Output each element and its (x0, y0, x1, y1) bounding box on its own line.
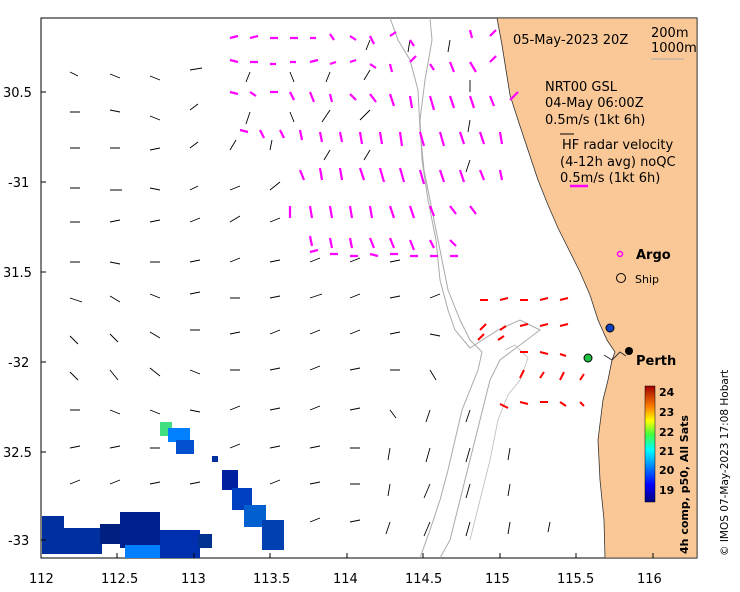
colorbar-tick: 20 (659, 464, 675, 477)
ship-label: Ship (635, 273, 659, 286)
hf-legend-line1: HF radar velocity (562, 138, 674, 153)
red-radar-arrows (477, 297, 585, 409)
bathymetry-1000m (419, 18, 541, 558)
colorbar-tick: 22 (659, 426, 674, 439)
hf-legend-line2: (4-12h avg) noQC (560, 155, 676, 170)
nrt-legend-line2: 04-May 06:00Z (545, 96, 644, 111)
colorbar-tick: 23 (659, 406, 674, 419)
x-tick-label: 115 (485, 572, 510, 587)
y-tick-label: -33 (8, 534, 29, 549)
y-tick-label: -32 (8, 356, 29, 371)
x-tick-label: 114 (333, 572, 358, 587)
x-tick-label: 115.5 (557, 572, 594, 587)
map-date: 05-May-2023 20Z (513, 33, 628, 48)
ship-legend-icon (616, 273, 626, 283)
scale-200m: 200m (651, 26, 688, 41)
y-axis: 30.5 -31 31.5 -32 32.5 -33 (3, 86, 32, 549)
x-tick-label: 113 (181, 572, 206, 587)
x-tick-label: 113.5 (253, 572, 290, 587)
x-axis: 112 112.5 113 113.5 114 114.5 115 115.5 … (29, 572, 662, 587)
sst-colorbar (644, 385, 656, 503)
nrt-legend-line1: NRT00 GSL (545, 80, 618, 95)
bathymetry-200m (389, 18, 483, 558)
x-tick-label: 112 (29, 572, 54, 587)
credit-text: © IMOS 07-May-2023 17:08 Hobart (719, 370, 731, 556)
y-tick-label: 30.5 (3, 86, 32, 101)
y-tick-label: 32.5 (3, 446, 32, 461)
sst-patches (42, 422, 284, 558)
colorbar-tick: 21 (659, 445, 674, 458)
scale-1000m: 1000m (651, 41, 697, 56)
argo-legend-icon (616, 250, 624, 258)
hf-radar-arrows (229, 29, 519, 258)
colorbar-tick: 24 (659, 386, 675, 399)
model-current-arrows (69, 39, 551, 537)
y-tick-label: 31.5 (3, 266, 32, 281)
station-marker-green (583, 353, 593, 363)
perth-coast-detail (603, 351, 627, 361)
x-tick-label: 112.5 (101, 572, 138, 587)
nrt-legend-line3: 0.5m/s (1kt 6h) (545, 113, 645, 128)
x-tick-label: 114.5 (405, 572, 442, 587)
hf-legend-line3: 0.5m/s (1kt 6h) (560, 171, 660, 186)
argo-label: Argo (636, 248, 671, 263)
colorbar-ticks: 24 23 22 21 20 19 (659, 386, 675, 497)
colorbar-tick: 19 (659, 484, 674, 497)
x-tick-label: 116 (637, 572, 662, 587)
station-marker-blue (605, 323, 615, 333)
y-tick-label: -31 (8, 176, 29, 191)
perth-marker (625, 347, 633, 355)
perth-label: Perth (636, 354, 676, 369)
colorbar-title: 4h comp, p50, All Sats (678, 415, 691, 554)
bathymetry-inner (469, 344, 529, 541)
